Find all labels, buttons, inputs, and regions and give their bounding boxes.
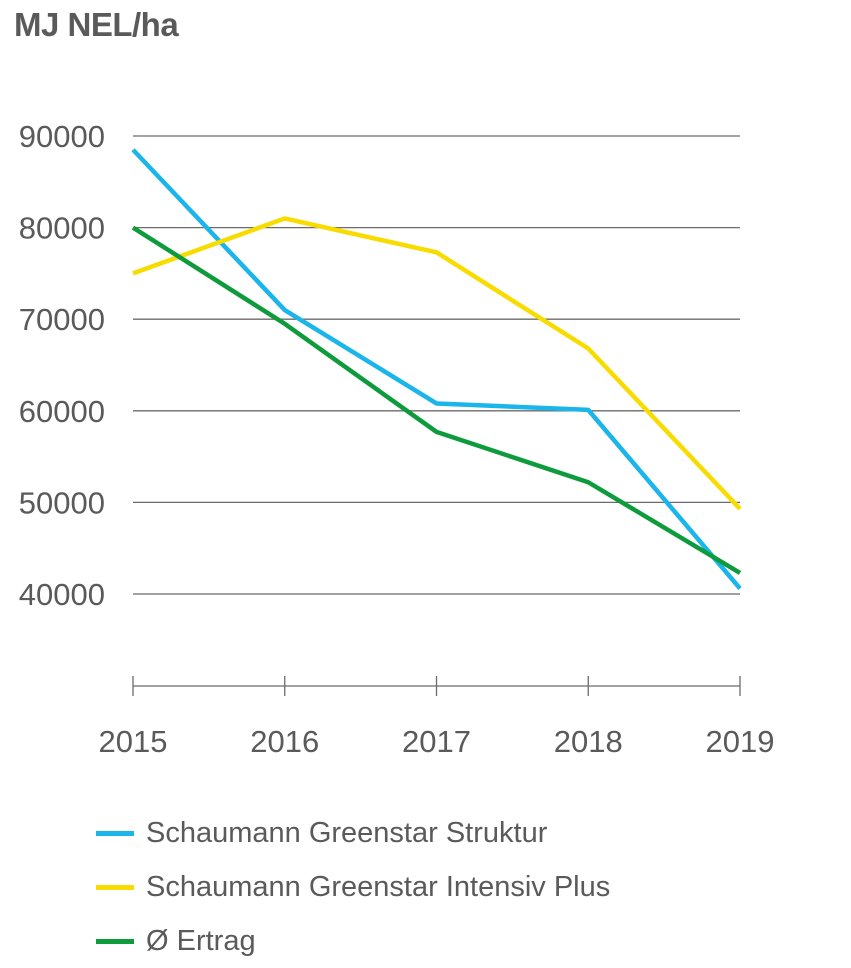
y-tick-label-80000: 80000	[19, 211, 105, 246]
series-line-1	[133, 218, 740, 508]
legend-swatch-ertrag	[96, 939, 134, 944]
legend-label-ertrag: Ø Ertrag	[146, 925, 256, 958]
y-tick-label-40000: 40000	[19, 577, 105, 612]
x-tick-label-2015: 2015	[99, 724, 168, 759]
y-tick-label-70000: 70000	[19, 302, 105, 337]
x-tick-label-2019: 2019	[706, 724, 775, 759]
line-chart: 40000 50000 60000 70000 80000 90000 2015 2016 20…	[0, 0, 851, 800]
legend-label-struktur: Schaumann Greenstar Struktur	[146, 817, 547, 850]
y-tick-label-90000: 90000	[19, 119, 105, 154]
series-line-0	[133, 150, 740, 589]
legend-item-struktur: Schaumann Greenstar Struktur	[96, 806, 610, 860]
legend-swatch-intensiv-plus	[96, 885, 134, 890]
series-line-2	[133, 228, 740, 573]
x-tick-label-2017: 2017	[402, 724, 471, 759]
legend-swatch-struktur	[96, 831, 134, 836]
y-tick-label-60000: 60000	[19, 394, 105, 429]
legend-item-intensiv-plus: Schaumann Greenstar Intensiv Plus	[96, 860, 610, 914]
chart-legend: Schaumann Greenstar Struktur Schaumann G…	[96, 806, 610, 968]
x-tick-label-2018: 2018	[554, 724, 623, 759]
legend-item-ertrag: Ø Ertrag	[96, 914, 610, 968]
legend-label-intensiv-plus: Schaumann Greenstar Intensiv Plus	[146, 871, 610, 904]
x-tick-label-2016: 2016	[250, 724, 319, 759]
y-tick-label-50000: 50000	[19, 485, 105, 520]
